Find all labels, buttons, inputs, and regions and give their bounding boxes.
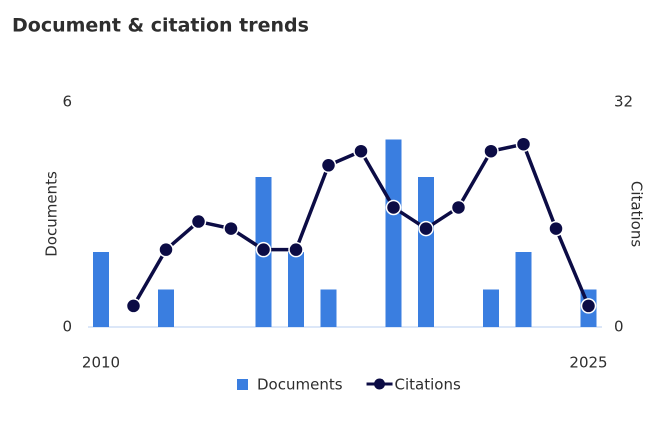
bar — [93, 252, 109, 327]
point — [515, 136, 532, 152]
point — [158, 241, 174, 258]
y2-axis-title: Citations — [628, 181, 646, 247]
point — [255, 241, 272, 258]
bar — [418, 177, 434, 327]
legend-swatch — [237, 379, 248, 390]
chart-title: Document & citation trends — [12, 15, 309, 37]
point — [483, 143, 499, 159]
bar — [515, 252, 532, 327]
y-tick-label: 6 — [62, 93, 72, 111]
bar — [320, 289, 337, 327]
x-tick-label: 2010 — [82, 354, 120, 372]
point — [580, 298, 597, 314]
bar — [288, 252, 304, 327]
point — [223, 220, 239, 237]
legend-label: Documents — [257, 376, 343, 394]
point — [288, 241, 304, 258]
y2-tick-label: 32 — [614, 93, 633, 111]
bar — [483, 289, 499, 327]
legend-label: Citations — [395, 376, 461, 394]
point — [418, 220, 434, 237]
point — [190, 213, 207, 230]
bar — [158, 289, 174, 327]
y-tick-label: 0 — [62, 318, 72, 336]
bar — [385, 139, 402, 327]
y2-tick-label: 0 — [614, 318, 624, 336]
legend-swatch — [374, 378, 386, 390]
point — [125, 298, 142, 314]
point — [320, 157, 337, 174]
point — [385, 199, 402, 216]
point — [353, 143, 369, 159]
x-tick-label: 2025 — [569, 354, 607, 372]
point — [450, 199, 467, 216]
point — [548, 220, 564, 237]
y-axis-title: Documents — [43, 171, 61, 257]
